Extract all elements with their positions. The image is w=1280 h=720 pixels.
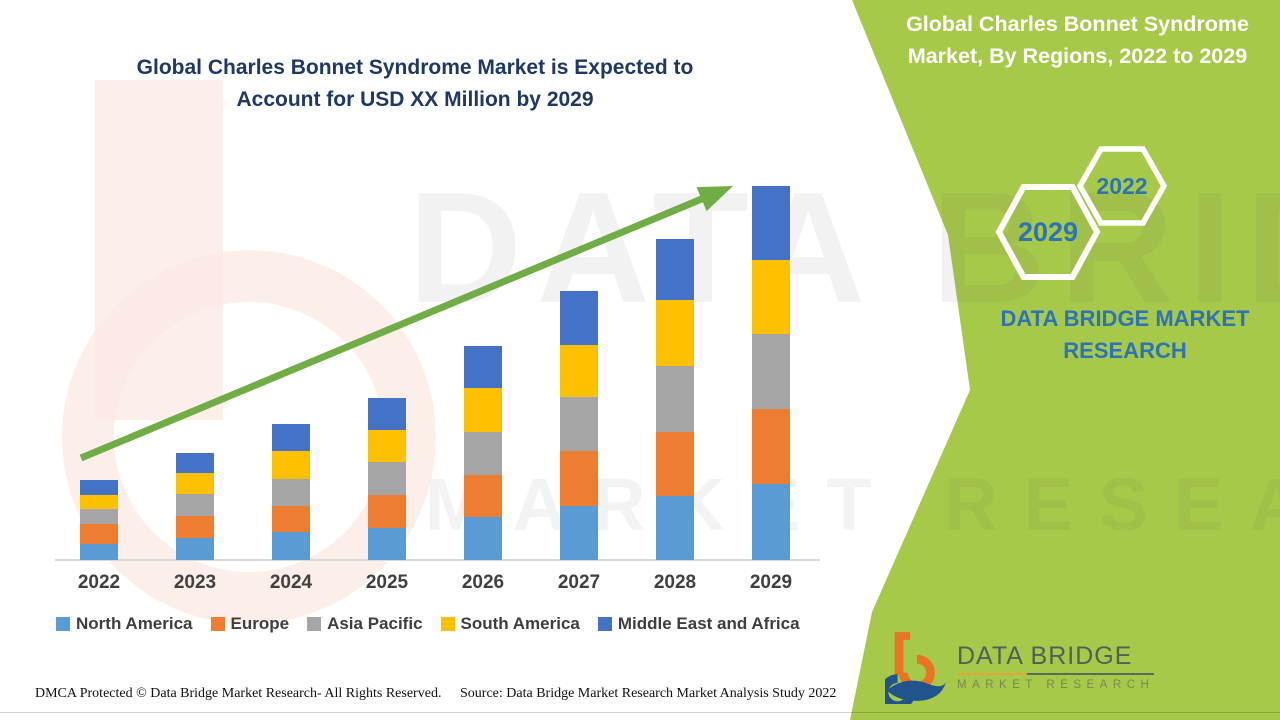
bar-segment-2028-europe xyxy=(656,432,694,496)
hexagon-2029-icon xyxy=(995,184,1101,280)
bar-segment-2025-asia-pacific xyxy=(368,462,406,495)
bar-segment-2027-asia-pacific xyxy=(560,397,598,451)
chart-title: Global Charles Bonnet Syndrome Market is… xyxy=(136,56,694,111)
bar-segment-2024-asia-pacific xyxy=(272,479,310,506)
bar-2026 xyxy=(464,346,502,560)
bar-2027 xyxy=(560,291,598,560)
bar-segment-2024-south-america xyxy=(272,451,310,479)
bar-segment-2029-north-america xyxy=(752,484,790,560)
hexagon-2022-label: 2022 xyxy=(1096,173,1147,199)
bar-segment-2023-north-america xyxy=(176,538,214,560)
bar-segment-2026-europe xyxy=(464,475,502,517)
bar-2029 xyxy=(752,186,790,560)
logo-subtitle-text: MARKET RESEARCH xyxy=(957,678,1155,691)
bar-segment-2027-europe xyxy=(560,451,598,506)
bar-segment-2022-north-america xyxy=(80,544,118,560)
bar-segment-2026-middle-east-and-africa xyxy=(464,346,502,388)
bottom-divider-line xyxy=(0,712,1280,713)
legend-label: Middle East and Africa xyxy=(617,614,800,633)
bar-segment-2023-europe xyxy=(176,516,214,538)
x-axis-label-2022: 2022 xyxy=(77,572,121,593)
bar-segment-2027-south-america xyxy=(560,345,598,397)
bar-segment-2025-north-america xyxy=(368,528,406,560)
side-panel-heading: Global Charles Bonnet Syndrome Market, B… xyxy=(906,12,1249,69)
bar-2025 xyxy=(368,398,406,560)
legend-swatch-icon xyxy=(210,617,225,631)
legend-swatch-icon xyxy=(307,617,322,631)
legend-item-europe: Europe xyxy=(210,614,290,634)
bar-segment-2023-asia-pacific xyxy=(176,494,214,516)
bar-2023 xyxy=(176,453,214,560)
x-axis-label-2025: 2025 xyxy=(365,572,409,593)
legend-item-asia-pacific: Asia Pacific xyxy=(307,614,423,634)
bar-segment-2026-asia-pacific xyxy=(464,432,502,475)
x-axis-label-2023: 2023 xyxy=(173,572,217,593)
legend-item-north-america: North America xyxy=(56,614,193,634)
logo-divider xyxy=(957,672,1155,675)
bar-segment-2023-south-america xyxy=(176,473,214,494)
bar-segment-2024-north-america xyxy=(272,532,310,560)
bar-segment-2025-south-america xyxy=(368,430,406,462)
footer-source-text: Source: Data Bridge Market Research Mark… xyxy=(460,686,837,701)
legend-item-middle-east-and-africa: Middle East and Africa xyxy=(597,614,800,634)
bar-segment-2025-middle-east-and-africa xyxy=(368,398,406,430)
bar-2028 xyxy=(656,239,694,560)
x-axis-label-2029: 2029 xyxy=(749,572,793,593)
bar-segment-2028-south-america xyxy=(656,300,694,366)
bar-segment-2028-middle-east-and-africa xyxy=(656,239,694,300)
year-hexagons-icon: 2029 2022 xyxy=(995,146,1168,280)
legend-label: South America xyxy=(460,614,580,633)
legend-swatch-icon xyxy=(597,617,612,631)
x-axis-label-2027: 2027 xyxy=(557,572,601,593)
x-axis-label-2026: 2026 xyxy=(461,572,505,593)
legend-item-south-america: South America xyxy=(440,614,580,634)
bar-segment-2022-south-america xyxy=(80,495,118,509)
bar-segment-2022-middle-east-and-africa xyxy=(80,480,118,495)
x-axis-line xyxy=(55,559,820,561)
bar-segment-2029-south-america xyxy=(752,260,790,334)
data-bridge-logo-icon xyxy=(885,632,947,704)
bar-segment-2029-europe xyxy=(752,409,790,484)
legend-swatch-icon xyxy=(56,617,70,631)
bar-2022 xyxy=(80,480,118,560)
bar-segment-2028-north-america xyxy=(656,496,694,560)
legend-label: North America xyxy=(76,614,193,633)
bar-segment-2025-europe xyxy=(368,495,406,528)
x-axis-label-2024: 2024 xyxy=(269,572,313,593)
bar-segment-2024-europe xyxy=(272,506,310,532)
chart-legend: North America Europe Asia Pacific South Ame… xyxy=(56,614,800,634)
data-bridge-logo: DATA BRIDGE MARKET RESEARCH xyxy=(885,628,1155,704)
hexagon-2022-icon xyxy=(1076,146,1168,226)
bar-segment-2022-europe xyxy=(80,524,118,544)
legend-label: Asia Pacific xyxy=(327,614,423,633)
hexagon-2029-label: 2029 xyxy=(1018,217,1078,247)
x-axis-label-2028: 2028 xyxy=(653,572,697,593)
legend-swatch-icon xyxy=(440,617,455,631)
brand-text: DATA BRIDGE MARKET RESEARCH xyxy=(1000,306,1250,363)
bar-segment-2026-south-america xyxy=(464,388,502,432)
bar-segment-2027-middle-east-and-africa xyxy=(560,291,598,345)
bar-segment-2027-north-america xyxy=(560,506,598,560)
bar-2024 xyxy=(272,424,310,560)
watermark-text-line2: MARKET RESEARCH xyxy=(425,463,1280,546)
bar-segment-2029-asia-pacific xyxy=(752,334,790,409)
bar-segment-2023-middle-east-and-africa xyxy=(176,453,214,473)
bar-segment-2028-asia-pacific xyxy=(656,366,694,432)
bar-segment-2022-asia-pacific xyxy=(80,509,118,524)
bar-segment-2029-middle-east-and-africa xyxy=(752,186,790,260)
footer-dmca-text: DMCA Protected © Data Bridge Market Rese… xyxy=(35,686,442,701)
bar-segment-2024-middle-east-and-africa xyxy=(272,424,310,451)
legend-label: Europe xyxy=(230,614,290,633)
bar-segment-2026-north-america xyxy=(464,517,502,560)
logo-name-text: DATA BRIDGE xyxy=(957,641,1133,670)
